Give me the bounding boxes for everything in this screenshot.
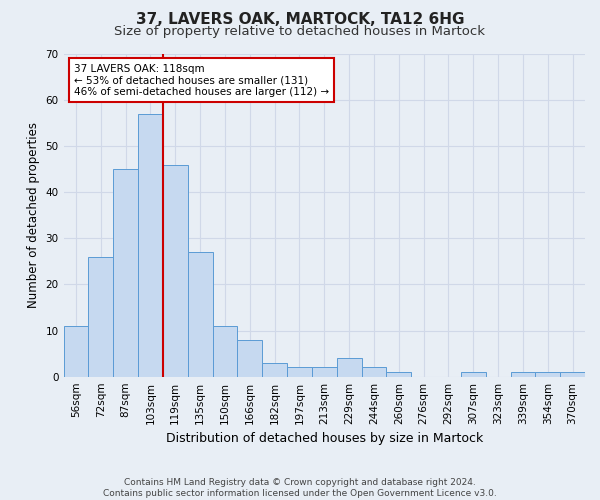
Bar <box>511 372 535 376</box>
Bar <box>535 372 560 376</box>
Bar <box>386 372 411 376</box>
Bar <box>212 326 238 376</box>
Bar <box>238 340 262 376</box>
Bar <box>560 372 585 376</box>
Text: 37, LAVERS OAK, MARTOCK, TA12 6HG: 37, LAVERS OAK, MARTOCK, TA12 6HG <box>136 12 464 28</box>
Bar <box>362 368 386 376</box>
Bar <box>312 368 337 376</box>
Bar <box>113 169 138 376</box>
Bar <box>88 257 113 376</box>
Text: Size of property relative to detached houses in Martock: Size of property relative to detached ho… <box>115 25 485 38</box>
Bar <box>262 363 287 376</box>
Text: 37 LAVERS OAK: 118sqm
← 53% of detached houses are smaller (131)
46% of semi-det: 37 LAVERS OAK: 118sqm ← 53% of detached … <box>74 64 329 97</box>
Bar <box>188 252 212 376</box>
Bar <box>138 114 163 376</box>
Bar <box>287 368 312 376</box>
X-axis label: Distribution of detached houses by size in Martock: Distribution of detached houses by size … <box>166 432 483 445</box>
Text: Contains HM Land Registry data © Crown copyright and database right 2024.
Contai: Contains HM Land Registry data © Crown c… <box>103 478 497 498</box>
Y-axis label: Number of detached properties: Number of detached properties <box>27 122 40 308</box>
Bar <box>64 326 88 376</box>
Bar <box>337 358 362 376</box>
Bar <box>461 372 485 376</box>
Bar <box>163 164 188 376</box>
